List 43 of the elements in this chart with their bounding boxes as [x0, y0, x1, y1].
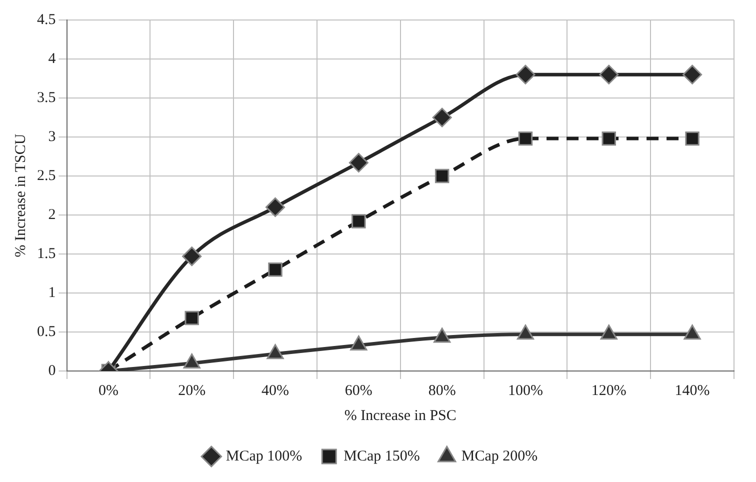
point [434, 168, 450, 184]
y-tick-label: 1.5 [37, 246, 56, 262]
point [600, 324, 618, 340]
point [182, 246, 202, 266]
x-tick-label: 60% [344, 382, 372, 399]
y-tick-label: 3.5 [37, 90, 56, 106]
point [685, 131, 700, 146]
x-tick-label: 0% [98, 382, 118, 399]
x-tick-label: 100% [508, 382, 543, 399]
point [516, 324, 534, 340]
legend-label: MCap 200% [461, 448, 538, 464]
y-tick-label: 2.5 [37, 168, 56, 184]
point [602, 131, 616, 146]
point [516, 64, 536, 84]
y-tick-label: 1 [48, 284, 56, 301]
x-tick-label: 20% [178, 382, 206, 399]
point [518, 131, 533, 146]
y-tick-label: 4.5 [37, 12, 56, 28]
y-tick-label: 3 [48, 128, 56, 145]
point [682, 64, 702, 84]
x-tick-label: 120% [591, 382, 626, 399]
x-tick-label: 40% [262, 382, 290, 399]
point [599, 64, 619, 84]
y-tick-label: 2 [48, 206, 56, 223]
point [266, 344, 284, 360]
legend-label: MCap 100% [226, 448, 302, 464]
point [266, 197, 286, 217]
x-axis-title: % Increase in PSC [344, 408, 456, 424]
point [183, 353, 200, 368]
y-tick-label: 4 [48, 50, 56, 67]
y-axis-title: % Increase in TSCU [12, 134, 29, 258]
point [434, 328, 451, 343]
x-tick-label: 140% [674, 382, 710, 399]
point [268, 262, 282, 277]
x-tick-label: 80% [428, 382, 456, 399]
point [350, 336, 368, 351]
point [348, 152, 368, 172]
legend-label: MCap 150% [344, 448, 420, 464]
y-tick-label: 0 [48, 362, 56, 379]
point [432, 108, 452, 128]
point [352, 214, 366, 228]
point [684, 324, 701, 340]
y-tick-label: 0.5 [37, 324, 56, 340]
